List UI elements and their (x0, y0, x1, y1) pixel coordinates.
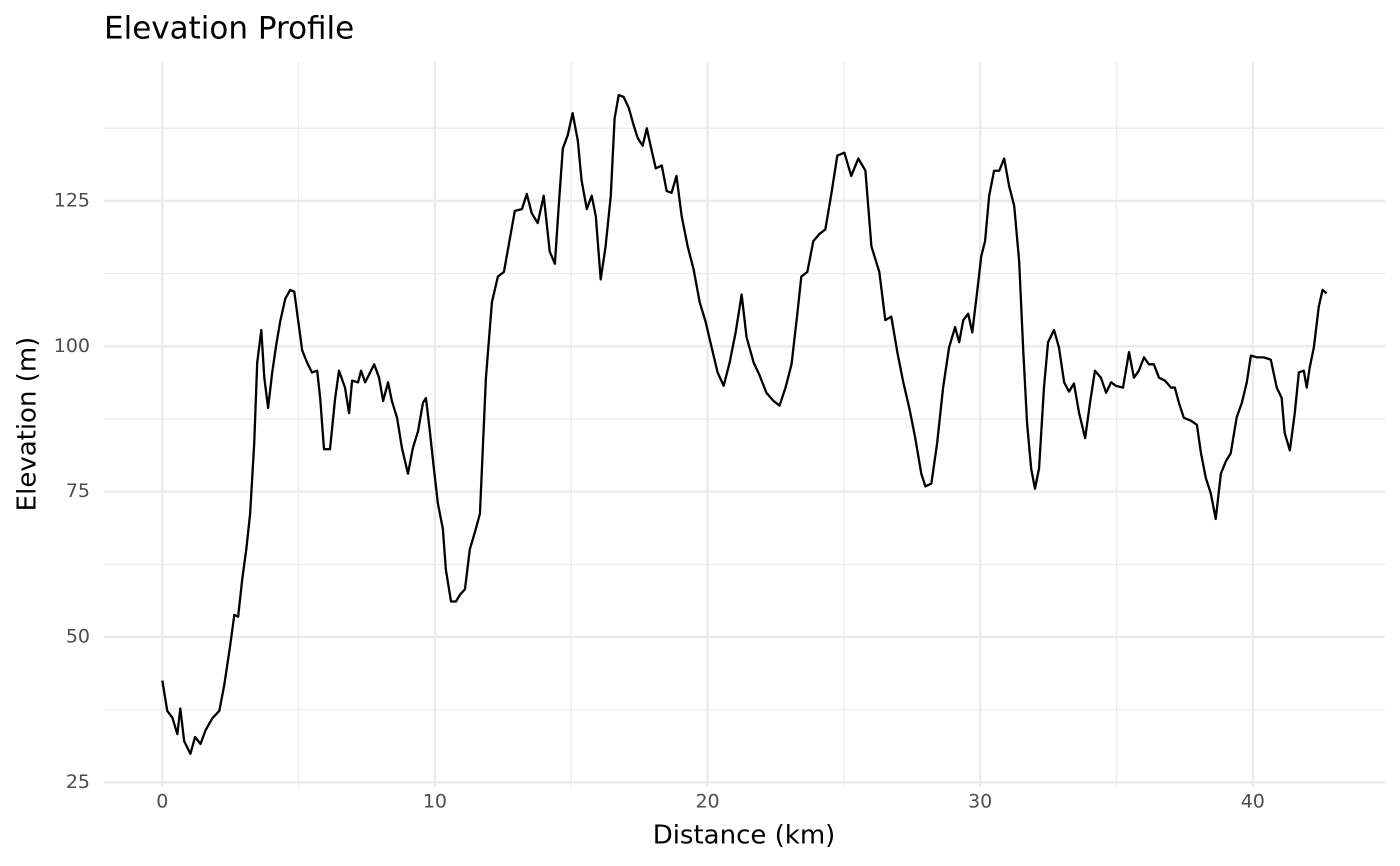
elevation-line (161, 93, 1328, 756)
y-tick-label: 75 (66, 480, 90, 502)
y-tick-label: 100 (54, 335, 90, 357)
y-tick-label: 25 (66, 771, 90, 793)
x-tick-label: 10 (423, 791, 447, 813)
x-tick-label: 0 (156, 791, 168, 813)
x-tick-label: 20 (695, 791, 719, 813)
chart-title: Elevation Profile (104, 11, 354, 47)
y-tick-label: 50 (66, 626, 90, 648)
y-tick-label: 125 (54, 189, 90, 211)
y-axis-title: Elevation (m) (13, 337, 43, 512)
x-axis-title: Distance (km) (653, 821, 836, 851)
x-tick-label: 30 (968, 791, 992, 813)
x-tick-label: 40 (1241, 791, 1265, 813)
